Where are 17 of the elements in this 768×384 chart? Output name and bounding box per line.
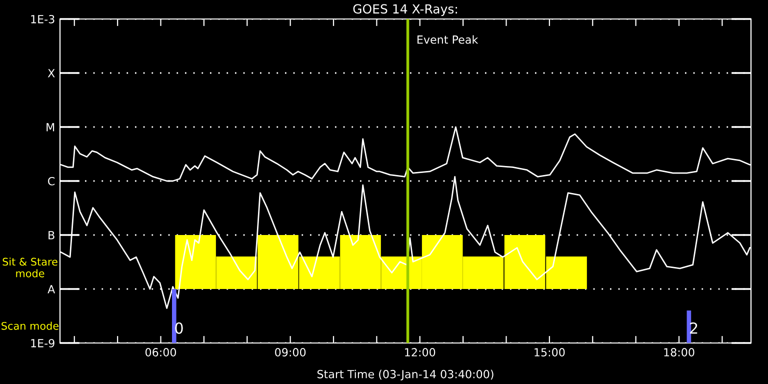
y-tick-label: C xyxy=(48,176,55,186)
text: Scan mode xyxy=(2,322,59,330)
x-tick-label: 15:00 xyxy=(534,348,565,356)
y-tick-label: B xyxy=(48,231,54,240)
x-tick-label: 18:00 xyxy=(664,348,694,356)
x-axis-title: Start Time (03-Jan-14 03:40:00) xyxy=(317,370,494,380)
chart-title: GOES 14 X-Rays: xyxy=(353,4,457,16)
y-tick-label: A xyxy=(48,285,56,294)
y-tick-label: X xyxy=(48,69,55,78)
x-tick-label: 06:00 xyxy=(145,348,176,356)
y-tick-label: M xyxy=(46,123,54,132)
y-tick-label: 1E-3 xyxy=(31,14,54,24)
x-tick-label: 09:00 xyxy=(275,348,306,356)
y-tick-label: 1E-9 xyxy=(31,338,54,348)
x-tick-label: 12:00 xyxy=(405,348,436,356)
text: Sit & Stare mode xyxy=(2,258,58,278)
ref-line-label: Event Peak xyxy=(418,35,478,44)
